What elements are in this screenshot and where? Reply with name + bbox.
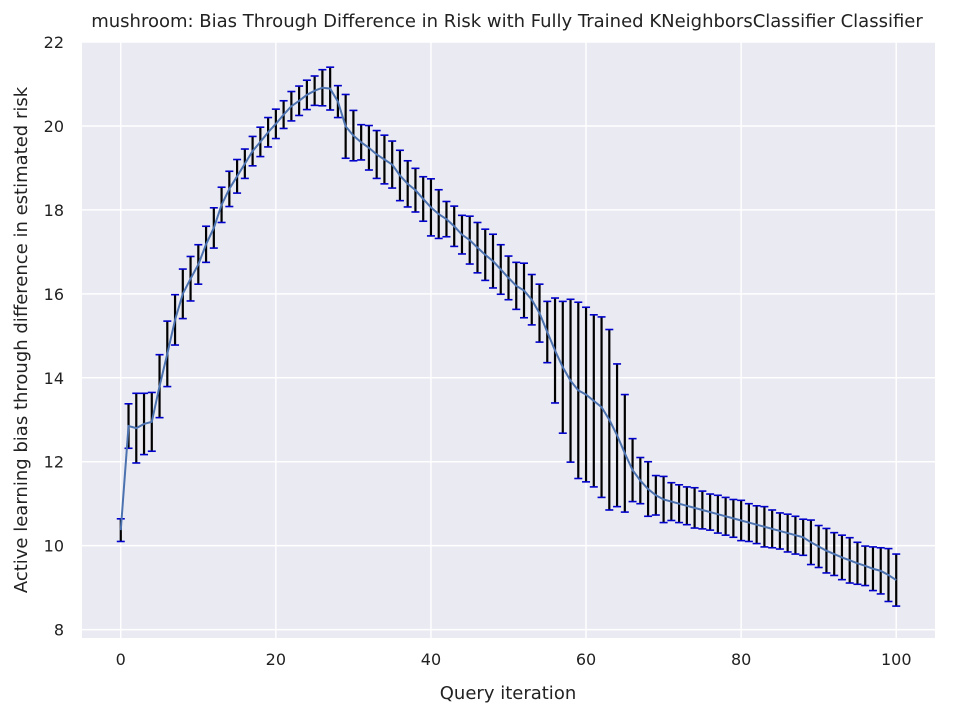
y-axis-label: Active learning bias through difference … [11, 86, 32, 593]
plot-background [82, 42, 935, 638]
x-tick-label: 0 [116, 650, 126, 669]
x-axis-label: Query iteration [440, 683, 576, 704]
mean-series-line [119, 86, 897, 581]
y-tick-label: 10 [44, 537, 64, 556]
grid-lines [82, 41, 935, 638]
y-tick-label: 22 [44, 33, 64, 52]
x-tick-label: 40 [421, 650, 441, 669]
x-tick-label: 20 [266, 650, 286, 669]
y-tick-label: 18 [44, 201, 64, 220]
x-tick-label: 100 [881, 650, 912, 669]
x-tick-label: 60 [576, 650, 596, 669]
y-tick-labels: 8 10 12 14 16 18 20 22 [44, 33, 64, 640]
y-tick-label: 8 [54, 621, 64, 640]
y-tick-label: 20 [44, 117, 64, 136]
x-tick-labels: 0 20 40 60 80 100 [116, 650, 912, 669]
y-tick-label: 16 [44, 285, 64, 304]
y-tick-label: 12 [44, 453, 64, 472]
y-tick-label: 14 [44, 369, 64, 388]
x-tick-label: 80 [731, 650, 751, 669]
chart-title: mushroom: Bias Through Difference in Ris… [91, 11, 923, 32]
